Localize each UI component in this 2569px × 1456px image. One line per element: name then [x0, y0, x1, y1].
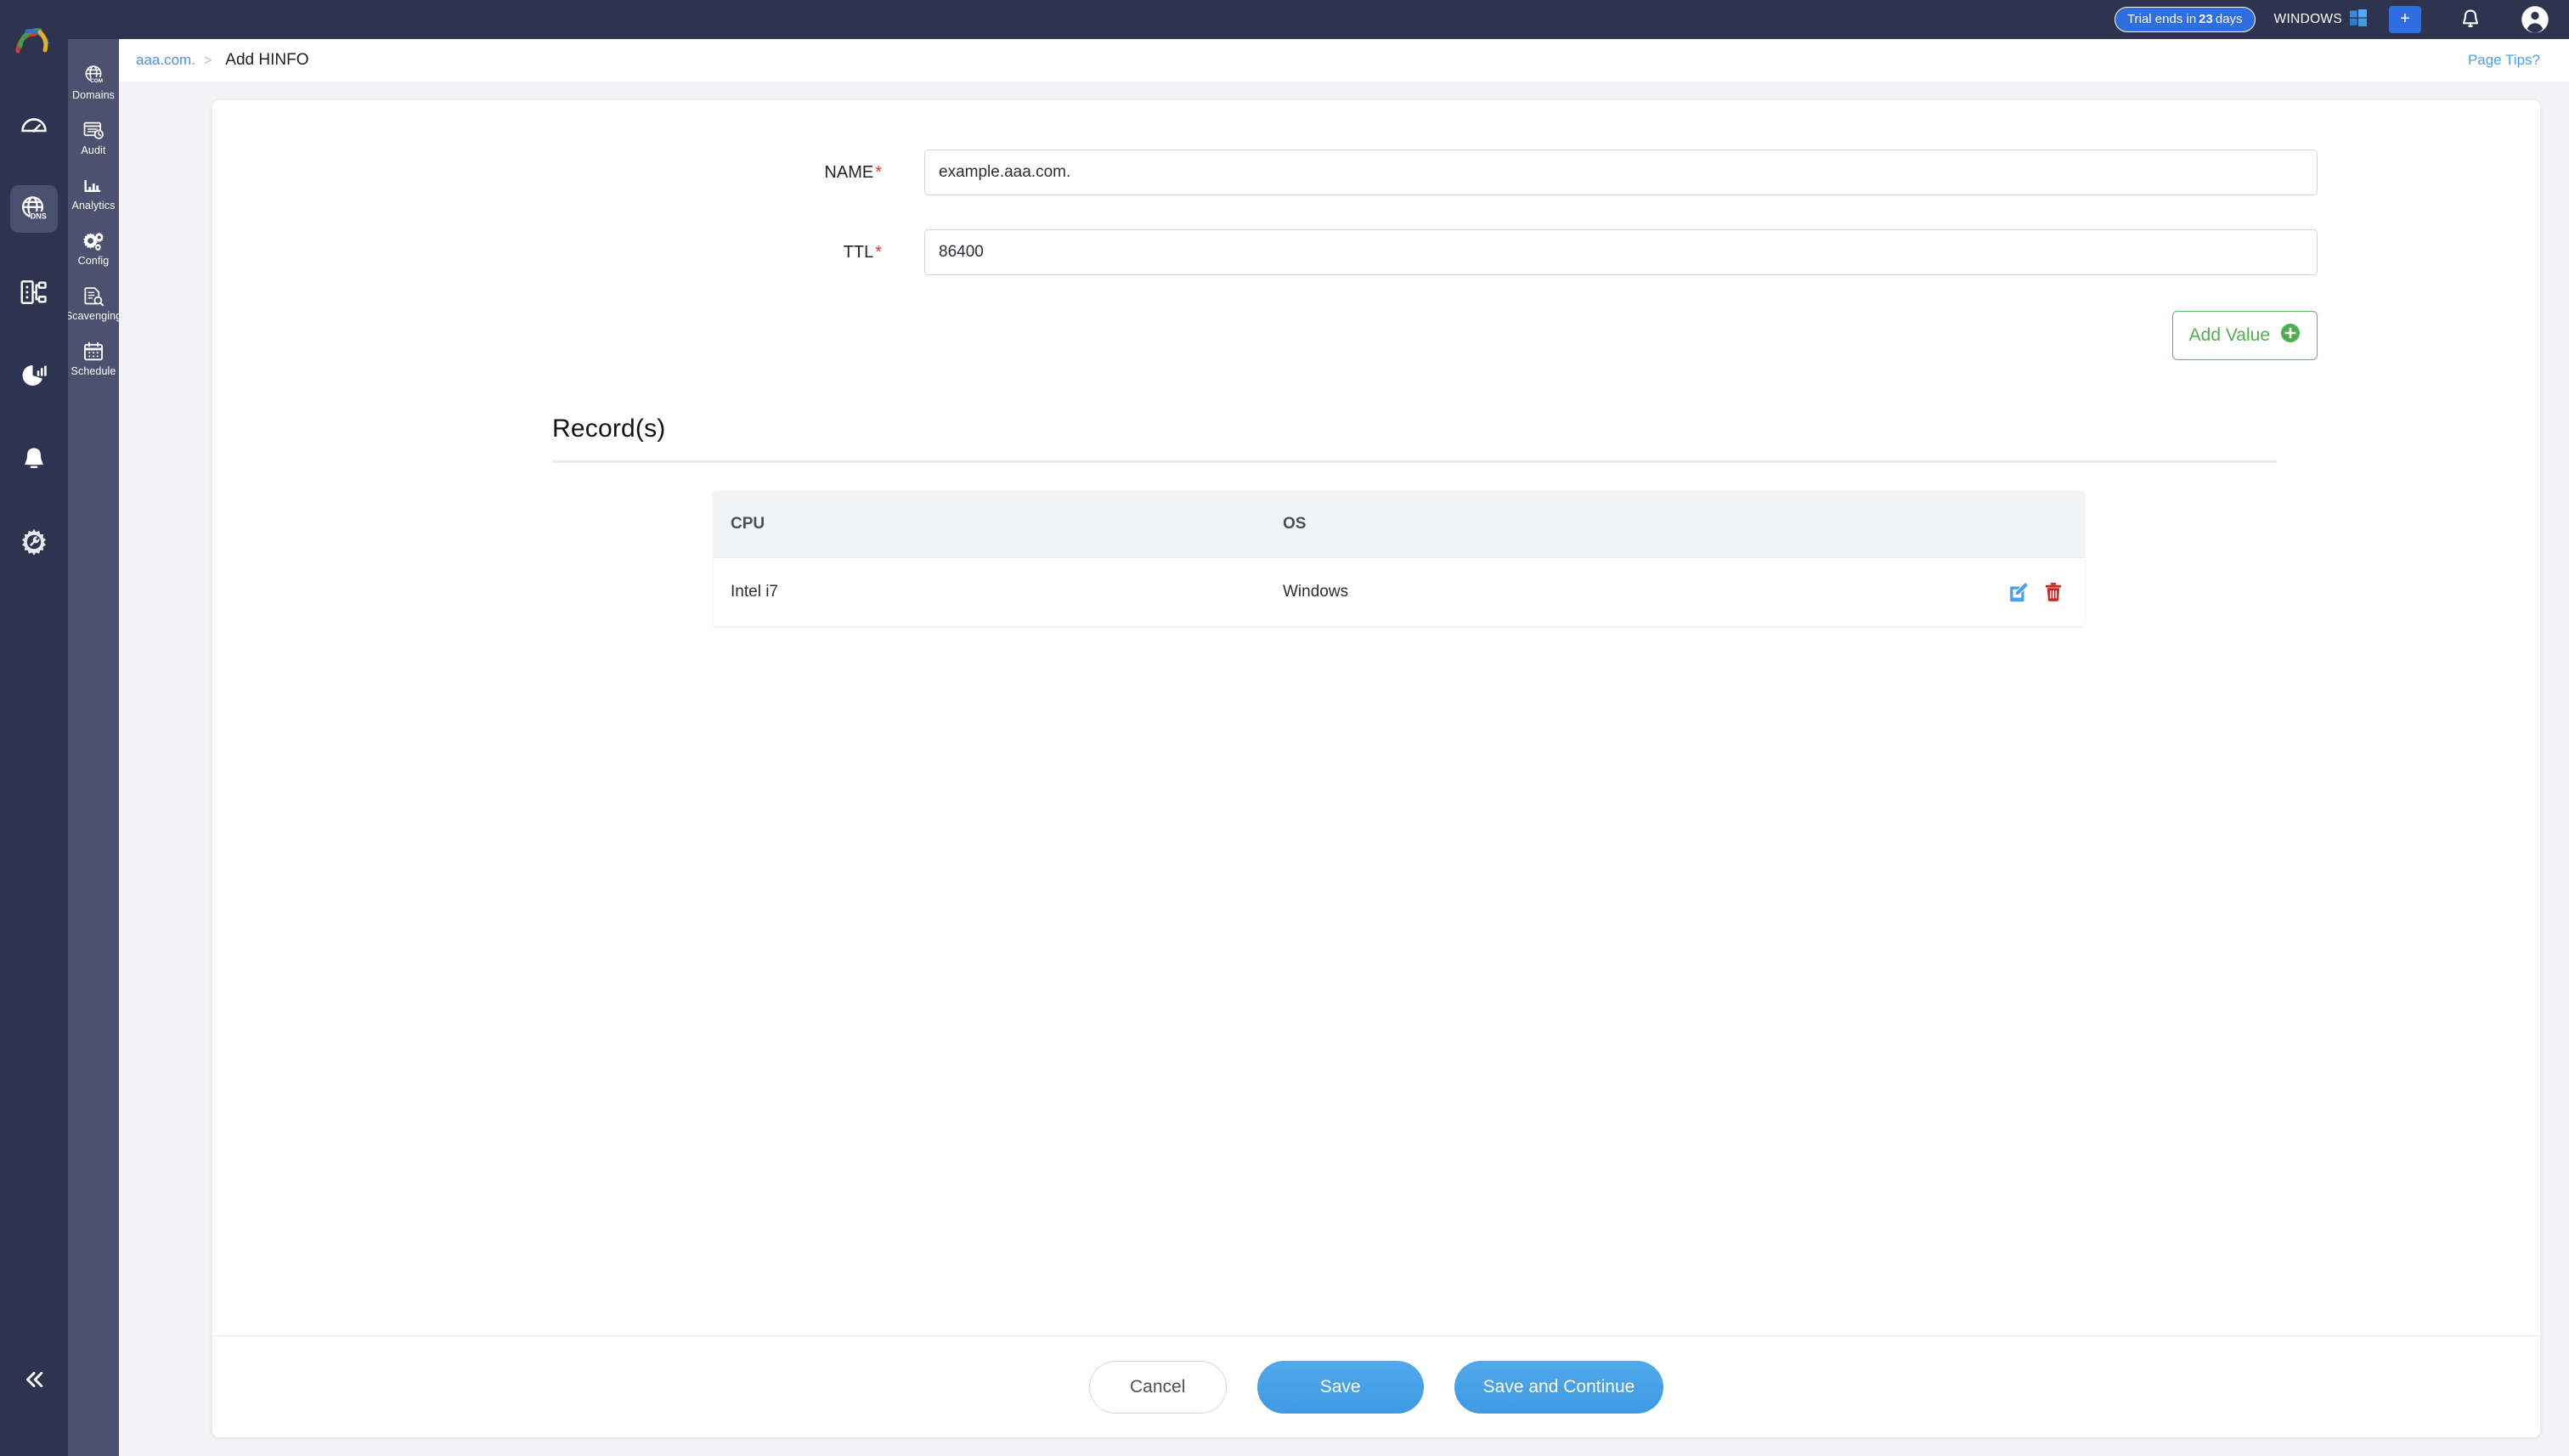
cancel-button[interactable]: Cancel — [1088, 1360, 1227, 1414]
cell-actions — [1911, 556, 2085, 626]
gears-icon — [82, 229, 105, 253]
os-label: WINDOWS — [2273, 12, 2342, 26]
sidebar-item-config[interactable]: Config — [68, 220, 119, 275]
reports-pie-icon[interactable] — [10, 352, 58, 399]
plus-circle-icon — [2280, 323, 2301, 348]
alerts-bell-icon[interactable] — [10, 435, 58, 483]
page-title: Add HINFO — [225, 51, 309, 69]
card-body: NAME* TTL* Add Value — [212, 100, 2540, 1335]
trial-days: 23 — [2199, 12, 2213, 26]
doc-search-icon — [82, 285, 105, 308]
records-table: CPU OS Intel i7 Windows — [714, 491, 2085, 626]
sidebar-item-scavenging[interactable]: Scavenging — [65, 275, 122, 330]
globe-com-icon: COM — [82, 64, 105, 87]
sidebar-item-label: Audit — [81, 144, 106, 156]
column-header-os: OS — [1266, 491, 1911, 557]
sidebar-item-label: Analytics — [71, 200, 116, 212]
required-asterisk: * — [875, 242, 882, 262]
label-text: NAME — [824, 162, 874, 182]
user-avatar-icon[interactable] — [2520, 4, 2550, 35]
label-text: TTL — [843, 242, 874, 262]
required-asterisk: * — [875, 162, 882, 182]
sidebar-item-label: Schedule — [71, 365, 116, 377]
delete-icon[interactable] — [2042, 580, 2064, 604]
column-header-cpu: CPU — [714, 491, 1266, 557]
edit-icon[interactable] — [2007, 580, 2030, 604]
sidebar-item-domains[interactable]: COM Domains — [68, 54, 119, 110]
name-field-label: NAME * — [212, 163, 924, 183]
breadcrumb-separator: > — [203, 54, 212, 68]
save-button[interactable]: Save — [1256, 1360, 1424, 1414]
card-footer: Cancel Save Save and Continue — [212, 1335, 2540, 1437]
dns-globe-icon[interactable]: DNS — [10, 185, 58, 233]
records-heading: Record(s) — [552, 415, 666, 443]
icon-rail-items: DNS — [0, 102, 68, 566]
sidebar-item-label: Domains — [71, 89, 116, 101]
bell-icon[interactable] — [2455, 4, 2486, 35]
save-and-continue-button[interactable]: Save and Continue — [1454, 1360, 1664, 1414]
column-header-actions — [1911, 491, 2085, 557]
records-table-head: CPU OS — [714, 491, 2085, 557]
add-value-label: Add Value — [2188, 325, 2270, 345]
trial-suffix: days — [2215, 12, 2243, 26]
svg-text:COM: COM — [90, 78, 103, 84]
dashboard-gauge-icon[interactable] — [10, 102, 58, 150]
ttl-input[interactable] — [924, 229, 2318, 275]
breadcrumb: aaa.com. > Add HINFO — [136, 51, 308, 70]
sidebar-item-label: Scavenging — [65, 310, 122, 322]
page-tips-link[interactable]: Page Tips? — [2467, 52, 2540, 68]
breadcrumb-bar: aaa.com. > Add HINFO Page Tips? — [119, 39, 2569, 82]
collapse-left-icon[interactable] — [0, 1361, 68, 1398]
windows-logo-icon — [2350, 8, 2367, 31]
server-network-icon[interactable] — [10, 268, 58, 316]
settings-gear-wrench-icon[interactable] — [10, 518, 58, 566]
icon-rail: DNS — [0, 0, 68, 1456]
table-header-row: CPU OS — [714, 491, 2085, 557]
brand-arc-logo[interactable] — [0, 0, 68, 78]
os-selector[interactable]: WINDOWS — [2273, 8, 2367, 31]
main-card: NAME* TTL* Add Value — [212, 100, 2540, 1437]
sidebar-item-label: Config — [77, 255, 110, 267]
cell-cpu: Intel i7 — [714, 556, 1266, 626]
content-area: NAME* TTL* Add Value — [119, 82, 2569, 1456]
trial-badge[interactable]: Trial ends in 23 days — [2114, 7, 2256, 32]
top-bar: Trial ends in 23 days WINDOWS + — [68, 0, 2569, 39]
add-value-button[interactable]: Add Value — [2171, 311, 2318, 360]
ttl-field-label: TTL * — [212, 243, 924, 262]
trial-prefix: Trial ends in — [2127, 12, 2197, 26]
name-input[interactable] — [924, 150, 2318, 195]
breadcrumb-root-link[interactable]: aaa.com. — [136, 52, 195, 68]
table-row: Intel i7 Windows — [714, 556, 2085, 626]
sidebar-item-audit[interactable]: Audit — [68, 110, 119, 165]
sidebar-item-analytics[interactable]: Analytics — [68, 165, 119, 220]
row-actions — [1928, 580, 2085, 604]
sub-nav: COM Domains Audit — [65, 39, 122, 1456]
add-button[interactable]: + — [2389, 6, 2421, 33]
add-value-row: Add Value — [212, 311, 2318, 360]
svg-text:DNS: DNS — [31, 212, 47, 220]
sidebar-item-schedule[interactable]: Schedule — [68, 330, 119, 386]
bar-chart-icon — [82, 174, 105, 198]
records-table-body: Intel i7 Windows — [714, 556, 2085, 626]
records-section: Record(s) CPU OS Intel i7 — [212, 415, 2540, 626]
records-divider — [552, 460, 2277, 463]
audit-clock-icon — [82, 119, 105, 143]
cell-os: Windows — [1266, 556, 1911, 626]
form-row-name: NAME * — [212, 150, 2540, 195]
form-row-ttl: TTL * — [212, 229, 2540, 275]
calendar-icon — [82, 340, 105, 364]
